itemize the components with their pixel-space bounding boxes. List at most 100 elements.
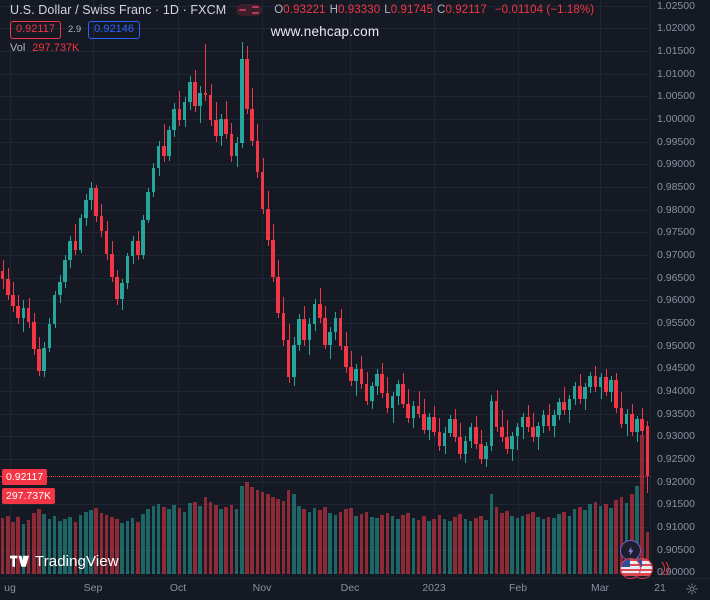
candle-body — [385, 393, 390, 409]
volume-bar — [11, 522, 15, 574]
candle-body — [239, 59, 244, 143]
candle-body — [609, 379, 613, 392]
flag-badge-primary[interactable] — [620, 558, 641, 579]
gridline-horizontal — [0, 187, 650, 188]
candle-body — [115, 276, 119, 300]
gridline-horizontal — [0, 482, 650, 483]
volume-bar — [271, 496, 275, 574]
volume-bar — [473, 518, 478, 574]
volume-bar — [0, 518, 5, 574]
volume-bar — [156, 504, 161, 574]
candle-wick — [164, 124, 165, 163]
tradingview-logo[interactable]: TradingView — [10, 553, 119, 570]
price-tick: 1.01500 — [657, 45, 695, 57]
candle-body — [276, 276, 281, 314]
candle-body — [349, 367, 353, 382]
volume-bar — [115, 518, 119, 574]
candle-body — [281, 313, 286, 341]
volume-bar — [99, 512, 104, 574]
candle-body — [479, 444, 483, 459]
candle-body — [489, 400, 494, 447]
candle-body — [640, 419, 645, 431]
volume-bar — [239, 485, 244, 574]
gridline-vertical — [350, 0, 351, 578]
candle-body — [421, 413, 426, 430]
price-tick: 0.93500 — [657, 407, 695, 420]
volume-bar — [453, 517, 457, 574]
price-tick: 1.02000 — [657, 22, 695, 35]
volume-bar — [63, 518, 67, 574]
gridline-horizontal — [0, 74, 650, 75]
candle-body — [458, 437, 463, 455]
candle-body — [172, 109, 177, 131]
volume-bar — [198, 506, 203, 574]
volume-bar — [47, 518, 52, 574]
candle-body — [520, 417, 525, 428]
time-tick: Dec — [340, 582, 360, 594]
gridline-horizontal — [0, 459, 650, 460]
candle-wick — [419, 391, 420, 419]
candle-body — [437, 431, 442, 447]
candle-body — [536, 426, 541, 438]
candle-body — [531, 427, 535, 438]
gridline-horizontal — [0, 51, 650, 52]
volume-bar — [37, 509, 41, 574]
candle-body — [416, 405, 421, 414]
candle-body — [198, 92, 203, 107]
candle-body — [369, 386, 374, 401]
price-tick: 0.91000 — [657, 521, 695, 533]
price-tick: 0.97500 — [657, 226, 695, 239]
candle-body — [286, 340, 291, 378]
candle-body — [499, 427, 504, 438]
volume-bar — [557, 514, 561, 574]
time-scale[interactable]: ug Sep Oct Nov Dec 2023 Feb Mar 21 — [0, 578, 710, 600]
price-scale[interactable]: 1.02500 1.02000 1.01500 1.01000 1.00500 1.000… — [650, 0, 710, 578]
volume-bar — [531, 511, 535, 574]
candle-body — [629, 413, 634, 432]
gear-icon[interactable] — [686, 583, 698, 595]
volume-bar — [349, 508, 353, 574]
volume-bar — [177, 508, 182, 574]
volume-bar — [427, 521, 431, 574]
gridline-vertical — [10, 0, 11, 578]
candle-body — [577, 385, 582, 400]
candle-body — [375, 373, 379, 387]
candle-body — [354, 369, 359, 382]
volume-bar — [265, 494, 270, 574]
candle-body — [26, 308, 31, 323]
candle-body — [395, 384, 400, 397]
candle-body — [510, 436, 515, 450]
candle-body — [432, 417, 437, 432]
last-price-line — [0, 476, 650, 477]
candle-body — [323, 317, 327, 345]
candle-body — [364, 384, 369, 401]
volume-bar — [245, 481, 249, 574]
volume-bar — [224, 507, 229, 574]
volume-bar — [624, 503, 629, 574]
last-price-tag: 0.92117 — [2, 469, 48, 486]
candle-body — [182, 101, 187, 120]
gridline-horizontal — [0, 414, 650, 415]
volume-bar — [432, 518, 437, 574]
price-tick: 0.95500 — [657, 317, 695, 329]
volume-bar — [437, 515, 442, 574]
volume-bar — [447, 521, 452, 574]
candle-body — [614, 379, 619, 409]
time-tick: 2023 — [422, 582, 446, 594]
gridline-vertical — [518, 0, 519, 578]
candle-body — [187, 81, 192, 102]
candle-body — [250, 109, 255, 141]
candle-body — [505, 437, 509, 450]
chart-plot-area[interactable] — [0, 0, 650, 578]
volume-bar — [505, 510, 509, 574]
volume-bar — [182, 511, 187, 574]
candle-body — [63, 260, 67, 283]
volume-bar — [104, 515, 109, 574]
volume-bar — [489, 494, 494, 574]
candle-body — [11, 294, 15, 306]
gridline-horizontal — [0, 300, 650, 301]
volume-bar — [276, 498, 281, 574]
candle-wick — [205, 44, 206, 101]
time-tick: 21 — [654, 582, 666, 594]
